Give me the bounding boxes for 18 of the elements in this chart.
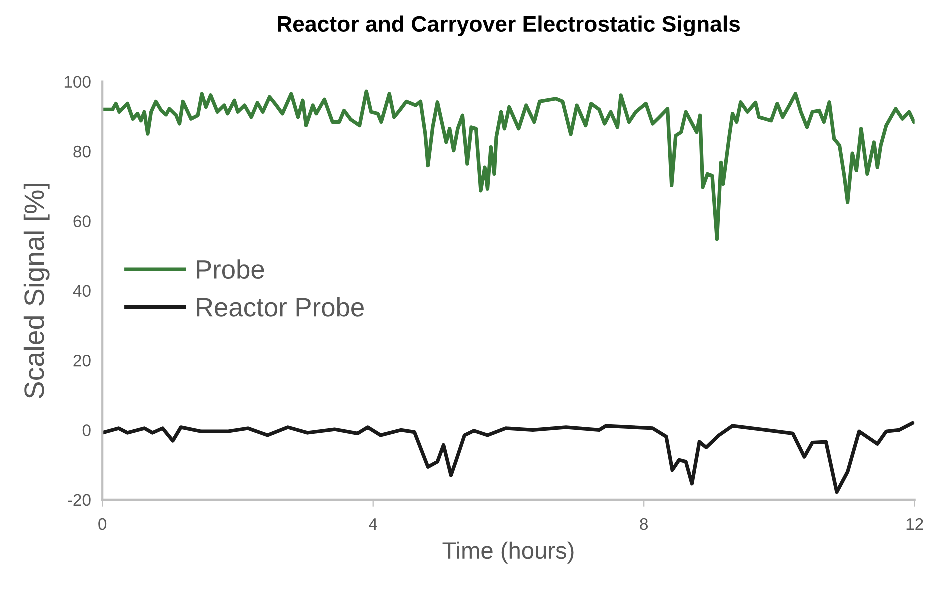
y-tick-label: -20 — [68, 494, 91, 506]
chart-title: Reactor and Carryover Electrostatic Signals — [278, 16, 740, 37]
line-series — [102, 90, 915, 242]
y-axis-title: Scaled Signal [%] — [24, 184, 50, 398]
y-tick-label: 40 — [73, 285, 91, 298]
legend-label: Reactor Probe — [197, 297, 364, 317]
x-axis-title: Time (hours) — [442, 542, 574, 564]
x-tick-label: 12 — [906, 518, 924, 530]
x-tick-label: 4 — [369, 518, 378, 530]
y-tick-label: 60 — [74, 216, 91, 228]
y-tick-label: 0 — [82, 424, 91, 436]
y-tick-label: 20 — [74, 354, 91, 367]
x-tick-label: 0 — [98, 518, 107, 530]
legend-label: Probe — [197, 260, 264, 280]
y-tick-label: 80 — [74, 146, 91, 158]
y-tick-label: 100 — [64, 76, 91, 88]
x-tick-label: 8 — [640, 518, 648, 530]
line-series — [102, 421, 915, 494]
